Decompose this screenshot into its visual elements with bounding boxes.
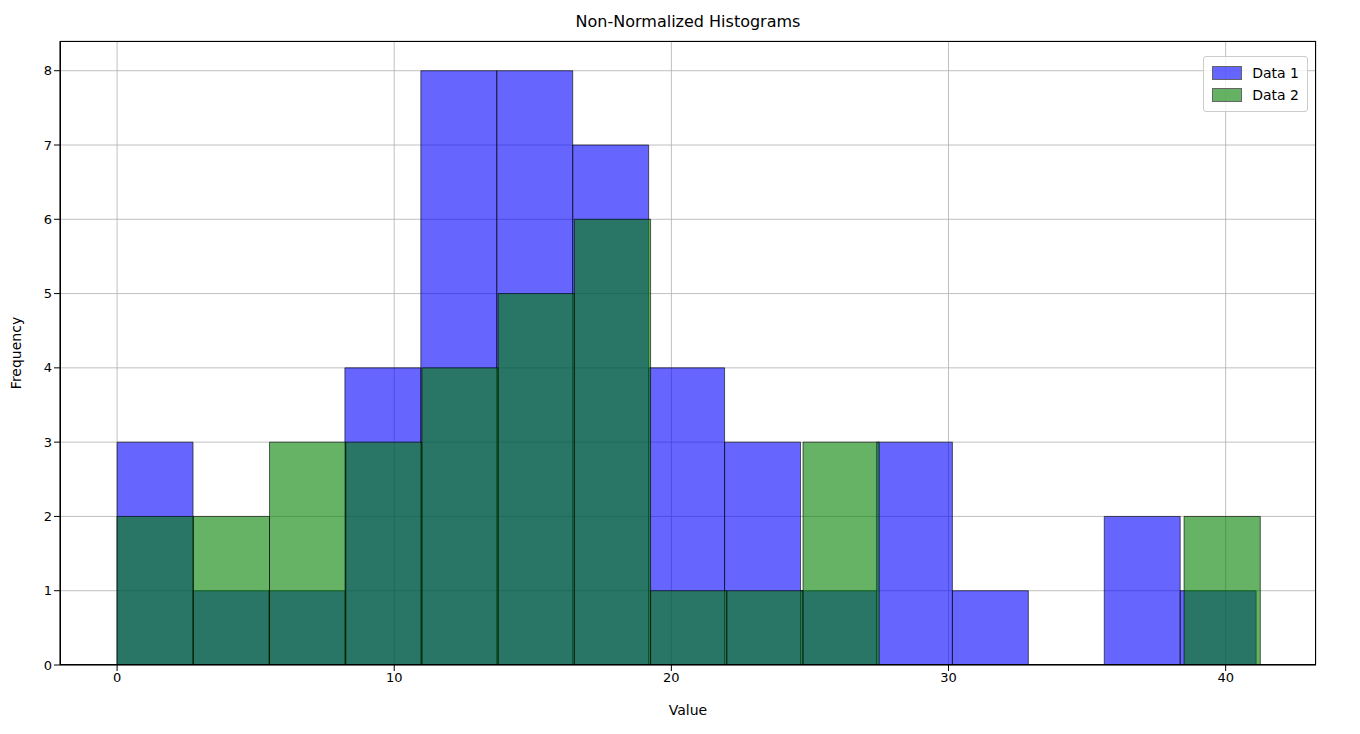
html-text:Non-Normalized Histograms: Non-Normalized Histograms [575, 12, 801, 31]
svg-text:Frequency: Frequency [8, 317, 24, 389]
svg-text:0: 0 [113, 670, 121, 685]
svg-text:Value: Value [669, 702, 707, 718]
svg-text:10: 10 [386, 670, 403, 685]
svg-text:40: 40 [1217, 670, 1234, 685]
svg-text:6: 6 [44, 212, 52, 227]
html-text:Data 2: Data 2 [1252, 87, 1299, 103]
svg-text:2: 2 [44, 509, 52, 524]
svg-text:0: 0 [44, 658, 52, 673]
svg-text:5: 5 [44, 286, 52, 301]
svg-text:8: 8 [44, 63, 52, 78]
svg-text:4: 4 [44, 360, 52, 375]
svg-text:1: 1 [44, 583, 52, 598]
svg-text:3: 3 [44, 435, 52, 450]
html-text:Data 1: Data 1 [1252, 65, 1299, 81]
svg-text:30: 30 [940, 670, 957, 685]
svg-text:7: 7 [44, 138, 52, 153]
svg-text:20: 20 [663, 670, 680, 685]
